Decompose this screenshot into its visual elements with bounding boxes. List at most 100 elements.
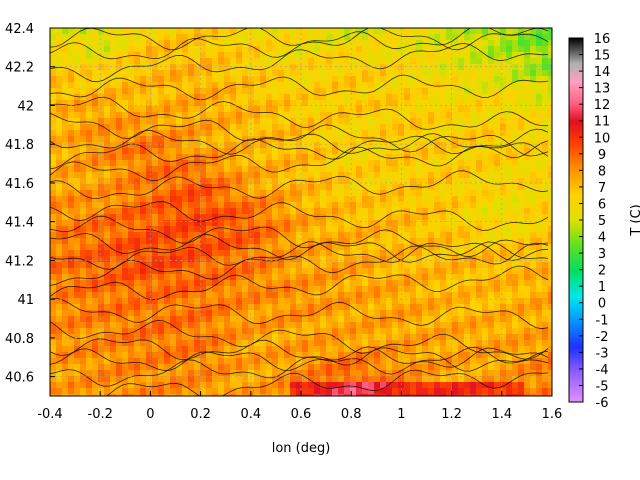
heatmap-cell	[308, 28, 315, 35]
heatmap-cell	[368, 328, 375, 335]
heatmap-cell	[326, 202, 333, 209]
heatmap-cell	[380, 148, 387, 155]
heatmap-cell	[356, 316, 363, 323]
heatmap-cell	[374, 280, 381, 287]
heatmap-cell	[206, 28, 213, 35]
heatmap-cell	[236, 214, 243, 221]
heatmap-cell	[512, 28, 519, 35]
heatmap-cell	[188, 184, 195, 191]
heatmap-cell	[158, 346, 165, 353]
heatmap-cell	[50, 172, 57, 179]
heatmap-cell	[470, 358, 477, 365]
heatmap-cell	[518, 190, 525, 197]
heatmap-cell	[254, 160, 261, 167]
heatmap-cell	[200, 130, 207, 137]
heatmap-cell	[332, 82, 339, 89]
heatmap-cell	[338, 220, 345, 227]
heatmap-cell	[488, 280, 495, 287]
heatmap-cell	[290, 268, 297, 275]
heatmap-cell	[266, 76, 273, 83]
heatmap-cell	[536, 208, 543, 215]
heatmap-cell	[536, 232, 543, 239]
heatmap-cell	[254, 82, 261, 89]
heatmap-cell	[62, 244, 69, 251]
heatmap-cell	[134, 310, 141, 317]
heatmap-cell	[344, 106, 351, 113]
heatmap-cell	[404, 214, 411, 221]
heatmap-cell	[494, 154, 501, 161]
heatmap-cell	[518, 364, 525, 371]
heatmap-cell	[218, 274, 225, 281]
heatmap-cell	[518, 286, 525, 293]
heatmap-cell	[548, 136, 552, 143]
heatmap-cell	[392, 106, 399, 113]
heatmap-cell	[188, 112, 195, 119]
heatmap-cell	[224, 148, 231, 155]
heatmap-cell	[494, 244, 501, 251]
heatmap-cell	[242, 34, 249, 41]
heatmap-cell	[128, 196, 135, 203]
heatmap-cell	[344, 322, 351, 329]
heatmap-cell	[98, 178, 105, 185]
heatmap-cell	[98, 34, 105, 41]
heatmap-cell	[452, 328, 459, 335]
heatmap-cell	[164, 232, 171, 239]
heatmap-cell	[278, 28, 285, 35]
heatmap-cell	[134, 76, 141, 83]
heatmap-cell	[68, 280, 75, 287]
heatmap-cell	[74, 376, 81, 383]
heatmap-cell	[140, 346, 147, 353]
heatmap-cell	[350, 310, 357, 317]
heatmap-cell	[104, 34, 111, 41]
heatmap-cell	[452, 58, 459, 65]
heatmap-cell	[104, 382, 111, 389]
heatmap-cell	[380, 76, 387, 83]
heatmap-cell	[416, 58, 423, 65]
heatmap-cell	[194, 82, 201, 89]
heatmap-cell	[320, 136, 327, 143]
heatmap-cell	[542, 64, 549, 71]
heatmap-cell	[302, 166, 309, 173]
heatmap-cell	[458, 268, 465, 275]
heatmap-cell	[434, 106, 441, 113]
heatmap-cell	[362, 262, 369, 269]
heatmap-cell	[518, 196, 525, 203]
heatmap-cell	[422, 100, 429, 107]
heatmap-cell	[146, 310, 153, 317]
heatmap-cell	[314, 172, 321, 179]
heatmap-cell	[296, 346, 303, 353]
heatmap-cell	[122, 244, 129, 251]
heatmap-cell	[56, 112, 63, 119]
heatmap-cell	[266, 82, 273, 89]
heatmap-cell	[182, 196, 189, 203]
heatmap-cell	[344, 298, 351, 305]
heatmap-cell	[50, 286, 57, 293]
heatmap-cell	[362, 190, 369, 197]
heatmap-cell	[176, 46, 183, 53]
heatmap-cell	[206, 322, 213, 329]
heatmap-cell	[422, 304, 429, 311]
heatmap-cell	[140, 292, 147, 299]
heatmap-cell	[182, 232, 189, 239]
heatmap-cell	[530, 340, 537, 347]
heatmap-cell	[536, 76, 543, 83]
heatmap-cell	[224, 82, 231, 89]
heatmap-cell	[200, 196, 207, 203]
heatmap-cell	[440, 130, 447, 137]
heatmap-cell	[500, 160, 507, 167]
heatmap-cell	[296, 340, 303, 347]
heatmap-cell	[410, 214, 417, 221]
heatmap-cell	[278, 100, 285, 107]
heatmap-cell	[488, 244, 495, 251]
heatmap-cell	[56, 166, 63, 173]
heatmap-cell	[416, 292, 423, 299]
heatmap-cell	[224, 244, 231, 251]
heatmap-cell	[152, 232, 159, 239]
heatmap-cell	[302, 160, 309, 167]
heatmap-cell	[176, 214, 183, 221]
heatmap-cell	[320, 370, 327, 377]
heatmap-cell	[404, 196, 411, 203]
heatmap-cell	[218, 250, 225, 257]
heatmap-cell	[314, 376, 321, 383]
heatmap-cell	[458, 34, 465, 41]
